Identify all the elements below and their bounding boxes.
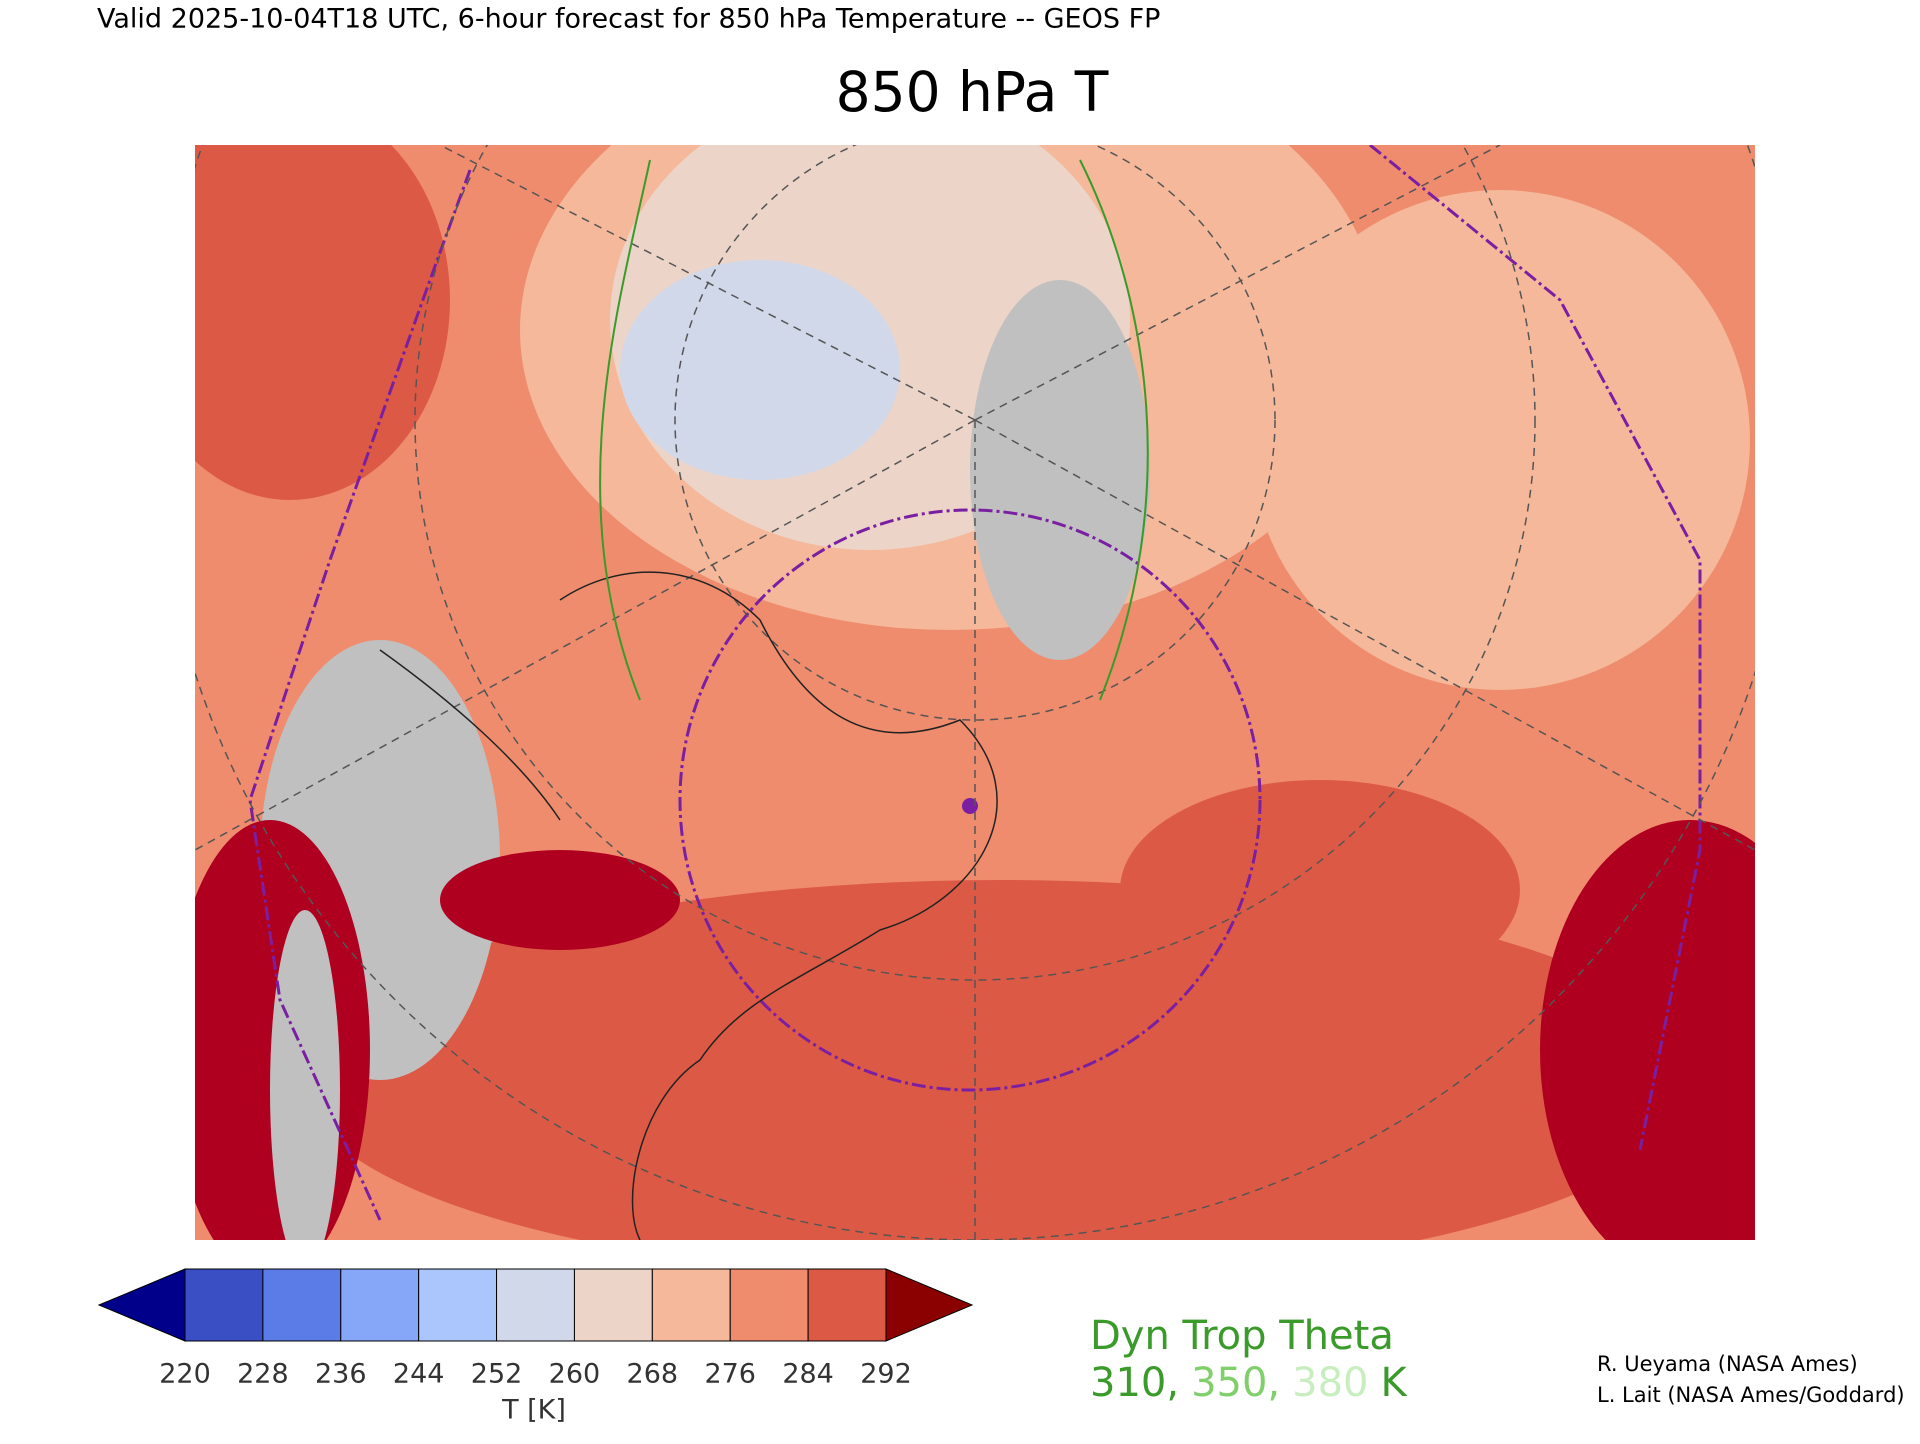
colorbar-tick-label: 228 (237, 1359, 289, 1390)
colorbar-tick-label: 236 (315, 1359, 367, 1390)
colorbar-tick-label: 276 (704, 1359, 756, 1390)
colorbar-box (651, 1268, 731, 1342)
colorbar-tick-label: 292 (860, 1359, 912, 1390)
colorbar-tick-label: 252 (471, 1359, 523, 1390)
valid-line: Valid 2025-10-04T18 UTC, 6-hour forecast… (97, 4, 1160, 35)
map-title: 850 hPa T (836, 60, 1109, 124)
legend-value: 350, (1191, 1360, 1280, 1406)
colorbar-tick-label: 260 (549, 1359, 601, 1390)
colorbar-tick-label: 244 (393, 1359, 445, 1390)
legend-title: Dyn Trop Theta (1090, 1313, 1394, 1359)
colorbar-under (97, 1268, 186, 1342)
legend-values: 310, 350, 380 K (1090, 1360, 1408, 1406)
colorbar-box (729, 1268, 809, 1342)
colorbar: 220 228 236 244 252 260 268 276 284 292 (97, 1268, 974, 1390)
colorbar-box (807, 1268, 887, 1342)
colorbar-tick-label: 268 (627, 1359, 679, 1390)
map (195, 145, 1755, 1240)
colorbar-box (418, 1268, 498, 1342)
legend-value: 310, (1090, 1360, 1179, 1406)
colorbar-label: T [K] (501, 1395, 566, 1426)
legend-unit: K (1380, 1360, 1408, 1406)
colorbar-tick-label: 284 (782, 1359, 834, 1390)
credit: R. Ueyama (NASA Ames) (1597, 1352, 1858, 1376)
colorbar-box (573, 1268, 653, 1342)
colorbar-box (496, 1268, 575, 1342)
legend-value: 380 (1292, 1360, 1368, 1406)
colorbar-box (184, 1268, 264, 1342)
colorbar-box (340, 1268, 420, 1342)
colorbar-tick-label: 220 (159, 1359, 211, 1390)
colorbar-over (885, 1268, 974, 1342)
colorbar-box (262, 1268, 342, 1342)
credit: L. Lait (NASA Ames/Goddard) (1597, 1383, 1905, 1407)
